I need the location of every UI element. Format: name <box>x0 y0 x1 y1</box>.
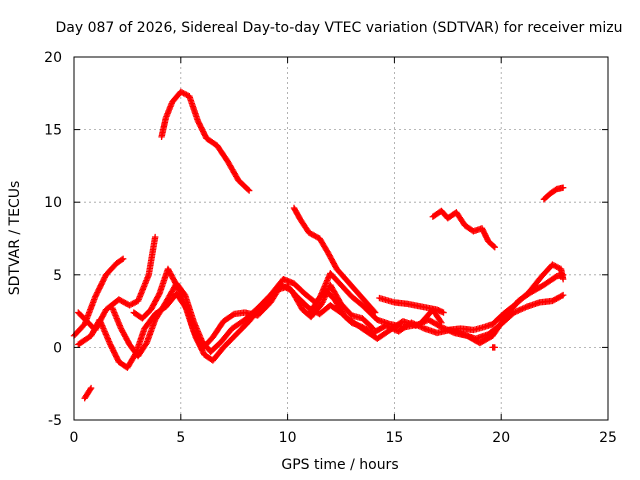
y-tick-label: 5 <box>53 268 62 284</box>
data-point <box>318 300 325 308</box>
data-point <box>490 243 497 250</box>
data-point <box>550 262 558 269</box>
data-point <box>179 89 186 96</box>
data-point <box>491 344 498 351</box>
series-track-m <box>444 261 567 334</box>
data-point <box>369 325 377 332</box>
series-track-k <box>305 270 445 331</box>
data-point <box>119 255 127 263</box>
series-track-l <box>376 294 447 316</box>
series-track-c <box>429 207 498 251</box>
data-point <box>129 300 136 308</box>
series-track-d <box>540 184 567 203</box>
data-point <box>440 309 447 316</box>
data-point <box>552 262 559 270</box>
series-track-j <box>130 265 377 353</box>
data-point <box>177 88 184 96</box>
axis-ticks: 0 5 10 15 20 25 -5 0 5 10 15 20 <box>44 50 617 446</box>
x-tick-label: 10 <box>279 430 297 446</box>
series-track-n <box>489 344 498 351</box>
x-tick-label: 25 <box>599 430 617 446</box>
x-tick-label: 15 <box>385 430 403 446</box>
y-tick-label: -5 <box>48 413 62 429</box>
data-point <box>549 261 556 268</box>
data-point <box>87 384 95 392</box>
data-point <box>319 299 326 306</box>
data-point <box>368 324 376 331</box>
data-point <box>132 299 139 306</box>
data-point <box>244 186 252 193</box>
data-point <box>491 244 498 251</box>
data-point <box>127 301 135 308</box>
data-point <box>558 292 566 300</box>
data-point <box>438 319 445 326</box>
data-points <box>70 88 567 402</box>
y-tick-label: 20 <box>44 50 62 66</box>
data-point <box>180 90 187 97</box>
data-point <box>130 299 138 307</box>
data-point <box>559 275 567 283</box>
series-track-a <box>158 88 253 194</box>
data-point <box>181 90 189 98</box>
data-point <box>554 264 562 271</box>
series-track-g <box>81 384 95 402</box>
data-point <box>245 187 253 194</box>
y-axis-label: SDTVAR / TECUs <box>7 181 23 296</box>
x-tick-label: 0 <box>70 430 79 446</box>
y-tick-label: 15 <box>44 123 62 139</box>
data-point <box>183 91 190 98</box>
y-tick-label: 10 <box>44 195 62 211</box>
data-point <box>87 386 94 393</box>
data-point <box>559 184 567 191</box>
plot-frame <box>73 56 609 421</box>
x-tick-label: 5 <box>176 430 185 446</box>
data-point <box>151 233 159 241</box>
data-point <box>437 318 444 325</box>
data-point <box>553 263 560 271</box>
chart-title: Day 087 of 2026, Sidereal Day-to-day VTE… <box>56 20 623 36</box>
y-tick-label: 0 <box>53 340 62 356</box>
data-point <box>559 291 567 299</box>
data-point <box>118 256 126 263</box>
data-point <box>126 302 133 309</box>
x-tick-label: 20 <box>492 430 510 446</box>
series-track-b <box>290 204 379 316</box>
x-axis-label: GPS time / hours <box>281 457 398 473</box>
